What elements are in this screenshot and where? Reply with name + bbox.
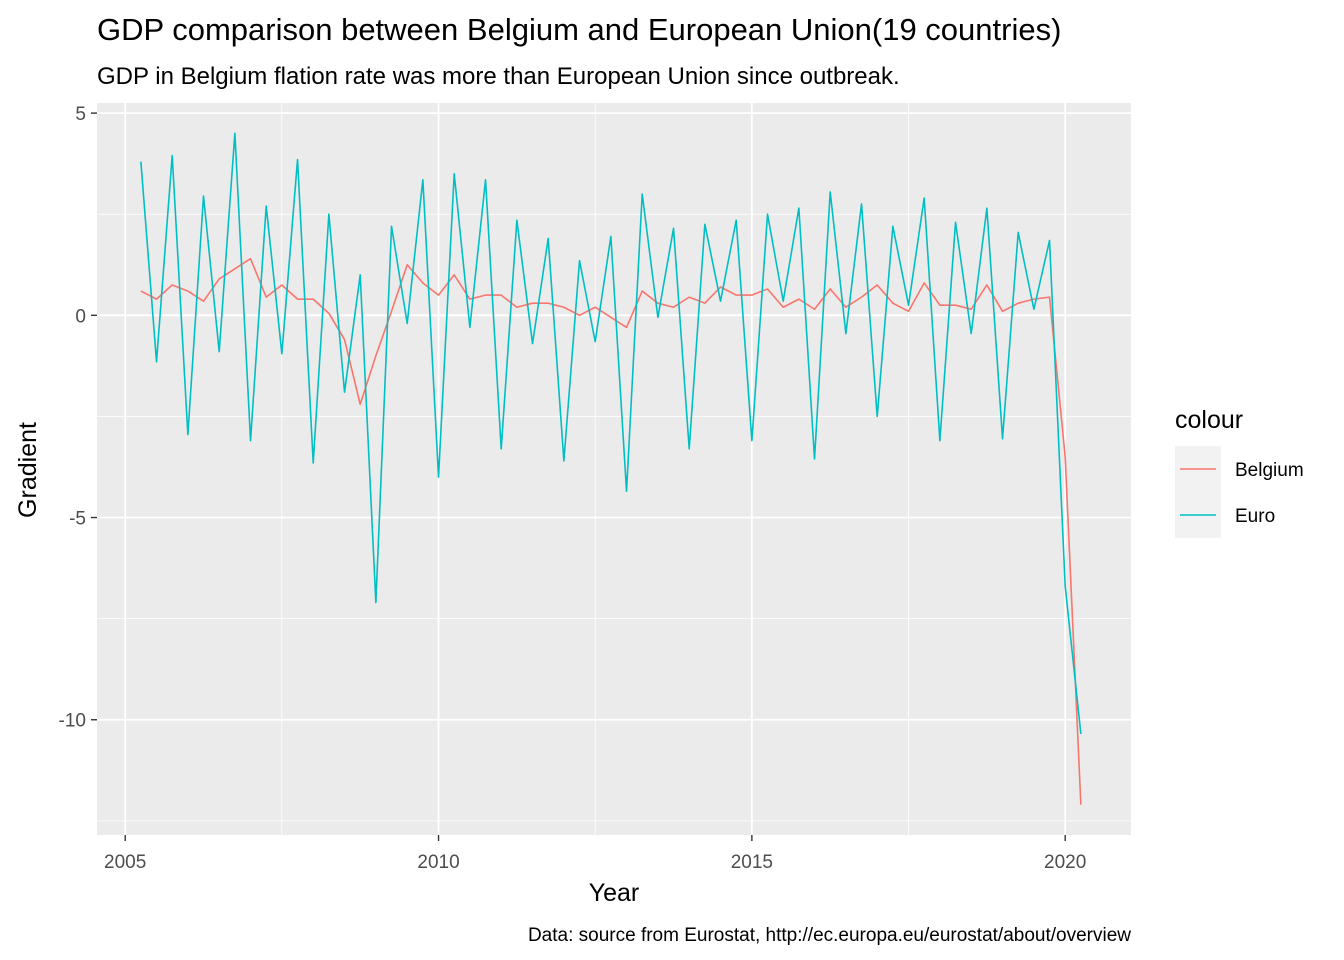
x-tick-label: 2010 [417, 852, 459, 873]
y-tick-label: 5 [75, 104, 86, 125]
x-axis-title: Year [589, 879, 640, 907]
legend-entries: Belgium Euro [1175, 446, 1304, 538]
x-axis-ticks: 2005 2010 2015 2020 [104, 835, 1086, 873]
chart-caption: Data: source from Eurostat, http://ec.eu… [528, 925, 1131, 946]
y-tick-label: -10 [59, 711, 86, 732]
x-tick-label: 2020 [1044, 852, 1086, 873]
y-axis-ticks: 5 0 -5 -10 [59, 104, 97, 732]
x-tick-label: 2015 [731, 852, 773, 873]
y-tick-label: 0 [75, 306, 86, 327]
legend-label-belgium: Belgium [1235, 460, 1304, 481]
series-line-belgium [140, 257, 1082, 805]
y-axis-title: Gradient [14, 422, 42, 518]
y-tick-label: -5 [69, 509, 86, 530]
grid-major [97, 103, 1131, 835]
legend-label-euro: Euro [1235, 506, 1275, 527]
plot-panel [97, 103, 1131, 835]
x-tick-label: 2005 [104, 852, 146, 873]
legend: colour Belgium Euro [1175, 406, 1304, 538]
chart-subtitle: GDP in Belgium flation rate was more tha… [97, 63, 900, 90]
series-line-euro [140, 132, 1082, 734]
legend-title: colour [1175, 406, 1243, 434]
chart-title: GDP comparison between Belgium and Europ… [97, 12, 1061, 47]
grid-minor [97, 103, 1131, 835]
series-layer [140, 132, 1082, 805]
